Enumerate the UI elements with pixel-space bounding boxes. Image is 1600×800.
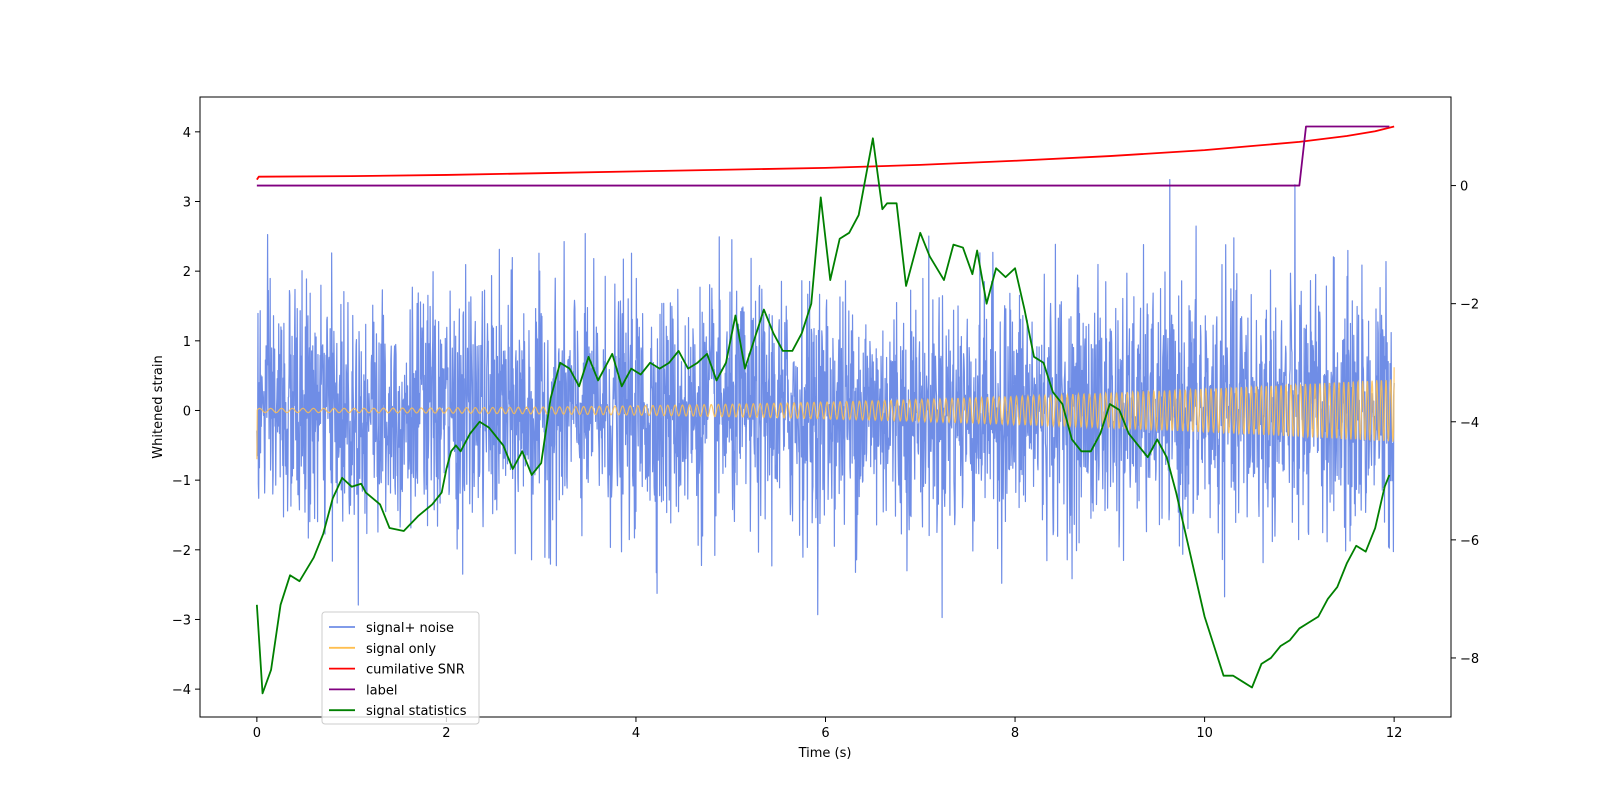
y-tick-label: 2	[183, 265, 191, 280]
legend-label: signal only	[366, 642, 436, 657]
x-tick-label: 12	[1386, 726, 1403, 741]
legend-label: signal statistics	[366, 704, 467, 719]
y-axis-right: −8 −6 −4 −2 0	[1451, 180, 1479, 667]
y-tick-label: 0	[183, 404, 191, 419]
series-cumulative-snr	[256, 125, 1395, 181]
y2-tick-label: −6	[1460, 534, 1479, 549]
x-tick-label: 2	[442, 726, 450, 741]
x-tick-label: 8	[1011, 726, 1019, 741]
y2-tick-label: 0	[1460, 180, 1468, 195]
x-tick-label: 4	[632, 726, 640, 741]
y-tick-label: 4	[183, 126, 191, 141]
y2-tick-label: −2	[1460, 298, 1479, 313]
legend-label: cumilative SNR	[366, 663, 465, 678]
x-tick-label: 6	[821, 726, 829, 741]
legend-label: label	[366, 683, 397, 698]
legend-box	[321, 611, 480, 725]
series-layer	[255, 125, 1395, 695]
y-tick-label: −4	[172, 683, 191, 698]
y-axis-label: Whitened strain	[151, 355, 166, 458]
y2-tick-label: −4	[1460, 416, 1479, 431]
series-signal-only	[256, 367, 1395, 460]
legend-label: signal+ noise	[366, 621, 454, 636]
y-axis-left: −4 −3 −2 −1 0 1 2 3 4	[172, 126, 200, 698]
y-tick-label: 3	[183, 195, 191, 210]
y2-tick-label: −8	[1460, 652, 1479, 667]
x-tick-label: 10	[1196, 726, 1213, 741]
y-tick-label: −3	[172, 613, 191, 628]
y-tick-label: 1	[183, 335, 191, 350]
legend: signal+ noise signal only cumilative SNR la…	[321, 611, 480, 725]
x-axis-label: Time (s)	[798, 746, 852, 761]
y-tick-label: −2	[172, 544, 191, 559]
series-signal-statistics	[255, 137, 1391, 695]
x-tick-label: 0	[253, 726, 261, 741]
series-label	[256, 125, 1390, 187]
y-tick-label: −1	[172, 474, 191, 489]
series-signal-noise	[256, 178, 1395, 619]
